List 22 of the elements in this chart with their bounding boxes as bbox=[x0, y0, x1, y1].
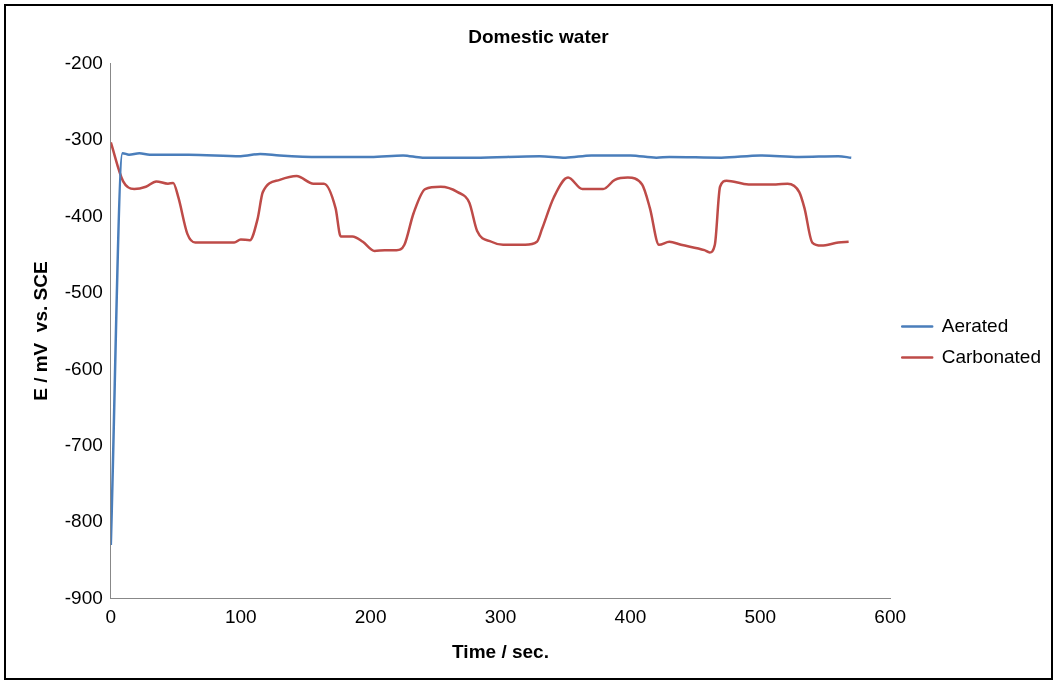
x-tick-label: 600 bbox=[874, 606, 907, 628]
legend-label: Carbonated bbox=[941, 345, 1041, 367]
y-tick-label: -700 bbox=[64, 433, 103, 455]
y-tick-label: -800 bbox=[64, 510, 103, 532]
x-tick-label: 0 bbox=[105, 606, 117, 628]
y-tick-label: -200 bbox=[64, 52, 103, 74]
line-series bbox=[110, 151, 853, 547]
x-tick-label: 200 bbox=[354, 606, 387, 628]
y-tick-label: -900 bbox=[64, 586, 103, 608]
x-tick-label: 400 bbox=[614, 606, 647, 628]
legend-label: Aerated bbox=[941, 314, 1009, 336]
x-axis-title: Time / sec. bbox=[452, 640, 549, 662]
y-tick-label: -400 bbox=[64, 204, 103, 226]
y-tick-label: -500 bbox=[64, 281, 103, 303]
y-tick-label: -600 bbox=[64, 357, 103, 379]
x-tick-label: 500 bbox=[744, 606, 777, 628]
line-series bbox=[110, 141, 850, 254]
x-tick-label: 100 bbox=[224, 606, 257, 628]
x-tick-label: 300 bbox=[484, 606, 517, 628]
y-axis-title: E / mV vs. SCE bbox=[29, 261, 51, 401]
y-tick-label: -300 bbox=[64, 128, 103, 150]
chart-title: Domestic water bbox=[468, 25, 610, 47]
